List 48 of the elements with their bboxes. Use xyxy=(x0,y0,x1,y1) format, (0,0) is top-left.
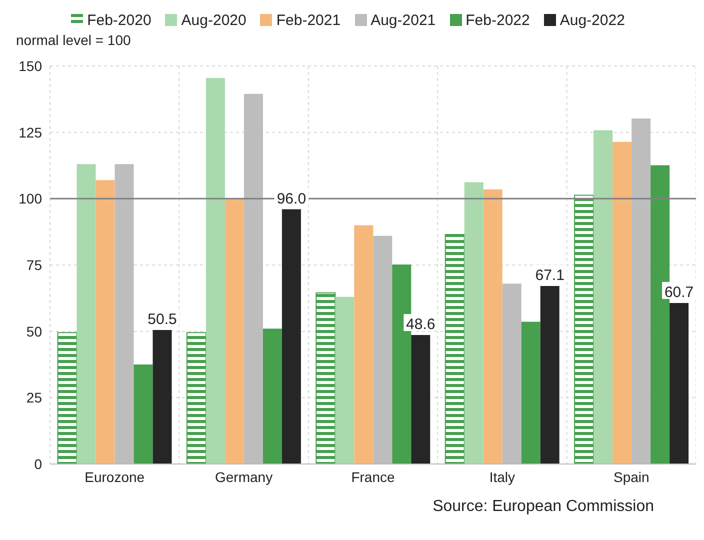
bar xyxy=(152,330,172,464)
bar xyxy=(224,198,244,464)
data-label: 96.0 xyxy=(276,190,306,208)
legend-label: Aug-2020 xyxy=(180,10,246,30)
legend-label: Feb-2022 xyxy=(464,10,530,30)
data-label: 50.5 xyxy=(148,311,177,328)
x-tick-label: Italy xyxy=(489,468,516,485)
x-tick-label: Eurozone xyxy=(84,468,145,485)
bar xyxy=(282,209,301,464)
x-tick-label: France xyxy=(351,468,395,485)
bar xyxy=(134,364,153,464)
bar xyxy=(206,78,225,464)
bar xyxy=(335,296,354,464)
legend-label: Aug-2022 xyxy=(558,10,625,30)
y-tick-label: 125 xyxy=(18,124,42,140)
bar xyxy=(670,302,689,464)
y-tick-label: 150 xyxy=(18,58,42,74)
bar xyxy=(57,332,78,464)
legend-label: Feb-2021 xyxy=(275,10,341,30)
y-axis-title: normal level = 100 xyxy=(15,32,132,50)
bar xyxy=(521,322,540,464)
bar xyxy=(354,225,374,464)
bar xyxy=(574,194,594,464)
bar xyxy=(594,130,613,464)
bar xyxy=(464,182,484,464)
y-tick-label: 0 xyxy=(34,456,42,472)
x-tick-label: Germany xyxy=(215,468,273,485)
bar xyxy=(316,292,336,464)
bar xyxy=(612,142,632,464)
source-note: Source: European Commission xyxy=(432,498,655,516)
data-label: 48.6 xyxy=(406,316,436,334)
bar xyxy=(483,189,502,464)
y-tick-label: 75 xyxy=(26,256,42,273)
legend-label: Feb-2020 xyxy=(86,10,152,30)
bar xyxy=(76,164,96,464)
bar xyxy=(444,234,465,464)
data-label: 67.1 xyxy=(535,266,564,284)
bar xyxy=(96,180,115,464)
y-tick-label: 100 xyxy=(18,190,42,207)
bar xyxy=(186,332,206,464)
bar xyxy=(262,328,282,464)
bar xyxy=(540,286,560,464)
legend-label: Aug-2021 xyxy=(370,10,436,30)
x-tick-label: Spain xyxy=(613,468,650,485)
bar xyxy=(411,335,430,464)
y-tick-label: 50 xyxy=(26,323,42,340)
y-tick-label: 25 xyxy=(26,390,42,406)
data-label: 60.7 xyxy=(664,284,694,301)
